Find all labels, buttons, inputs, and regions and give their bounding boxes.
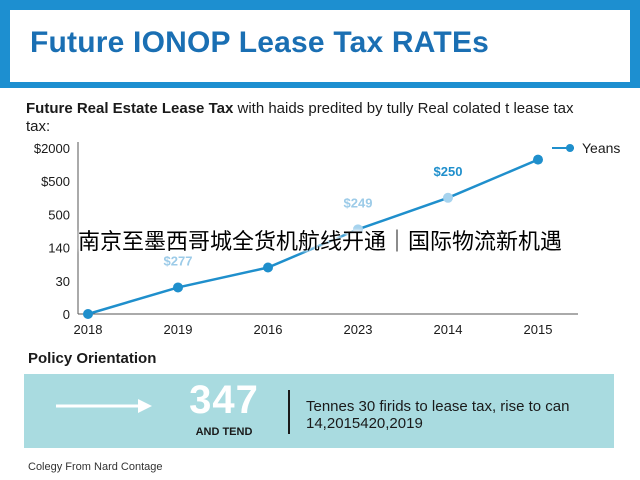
data-point	[533, 154, 543, 165]
x-tick-label: 2014	[434, 322, 463, 337]
policy-title: Policy Orientation	[28, 350, 157, 367]
data-point	[173, 282, 183, 293]
policy-text: Tennes 30 firids to lease tax, rise to c…	[306, 398, 570, 432]
legend-swatch-dot	[566, 144, 574, 152]
chart-heading: Future Real Estate Lease Tax with haids …	[26, 100, 586, 136]
data-label: $249	[344, 195, 373, 210]
policy-number-sub: AND TEND	[195, 426, 253, 438]
data-label: $250	[434, 164, 463, 179]
series-line	[87, 158, 539, 316]
y-tick-label: 0	[63, 307, 70, 322]
title-banner-panel	[10, 10, 630, 82]
data-label: $277	[164, 253, 193, 268]
data-point	[443, 192, 453, 203]
policy-divider	[288, 390, 290, 434]
x-tick-label: 2023	[344, 322, 373, 337]
title-banner: Future IONOP Lease Tax RATEs	[0, 0, 640, 88]
y-tick-label: 30	[56, 274, 70, 289]
chart-heading-rest: with haids predited by tully Real colate…	[26, 100, 574, 135]
policy-panel: 347 AND TEND Tennes 30 firids to lease t…	[24, 374, 614, 448]
footer-note: Colegy From Nard Contage	[28, 461, 163, 473]
x-tick-label: 2019	[164, 322, 193, 337]
chart-heading-bold: Future Real Estate Lease Tax	[26, 100, 234, 117]
line-chart: $2000 $500 500 140 30 0 2018 2019 2016 2023 2014 20…	[34, 140, 621, 337]
y-tick-label: 500	[48, 207, 70, 222]
y-tick-label: $2000	[34, 141, 70, 156]
y-tick-label: $500	[41, 174, 70, 189]
overlay-caption: 南京至墨西哥城全货机航线开通｜国际物流新机遇	[77, 230, 562, 255]
data-point	[353, 224, 363, 235]
x-tick-label: 2016	[254, 322, 283, 337]
data-point	[83, 309, 93, 319]
data-point	[263, 262, 273, 273]
page-title: Future IONOP Lease Tax RATEs	[30, 26, 490, 59]
policy-number: 347	[189, 378, 259, 422]
x-tick-label: 2018	[74, 322, 103, 337]
arrow-right-icon	[56, 399, 152, 413]
x-tick-label: 2015	[524, 322, 553, 337]
legend-label: Yeans	[582, 140, 620, 156]
y-tick-label: 140	[48, 241, 70, 256]
